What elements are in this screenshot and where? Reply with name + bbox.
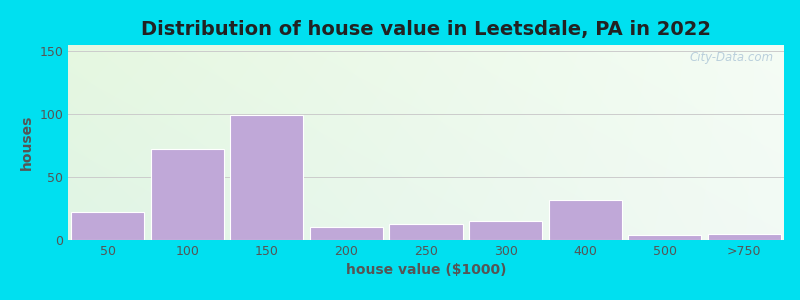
Bar xyxy=(628,235,702,240)
Bar xyxy=(71,212,144,240)
Y-axis label: houses: houses xyxy=(20,115,34,170)
Text: City-Data.com: City-Data.com xyxy=(689,51,774,64)
Bar xyxy=(549,200,622,240)
Title: Distribution of house value in Leetsdale, PA in 2022: Distribution of house value in Leetsdale… xyxy=(141,20,711,39)
Bar xyxy=(390,224,462,240)
X-axis label: house value ($1000): house value ($1000) xyxy=(346,263,506,278)
Bar xyxy=(469,221,542,240)
Bar xyxy=(150,149,224,240)
Bar xyxy=(708,234,781,240)
Bar xyxy=(310,227,383,240)
Bar xyxy=(230,116,303,240)
